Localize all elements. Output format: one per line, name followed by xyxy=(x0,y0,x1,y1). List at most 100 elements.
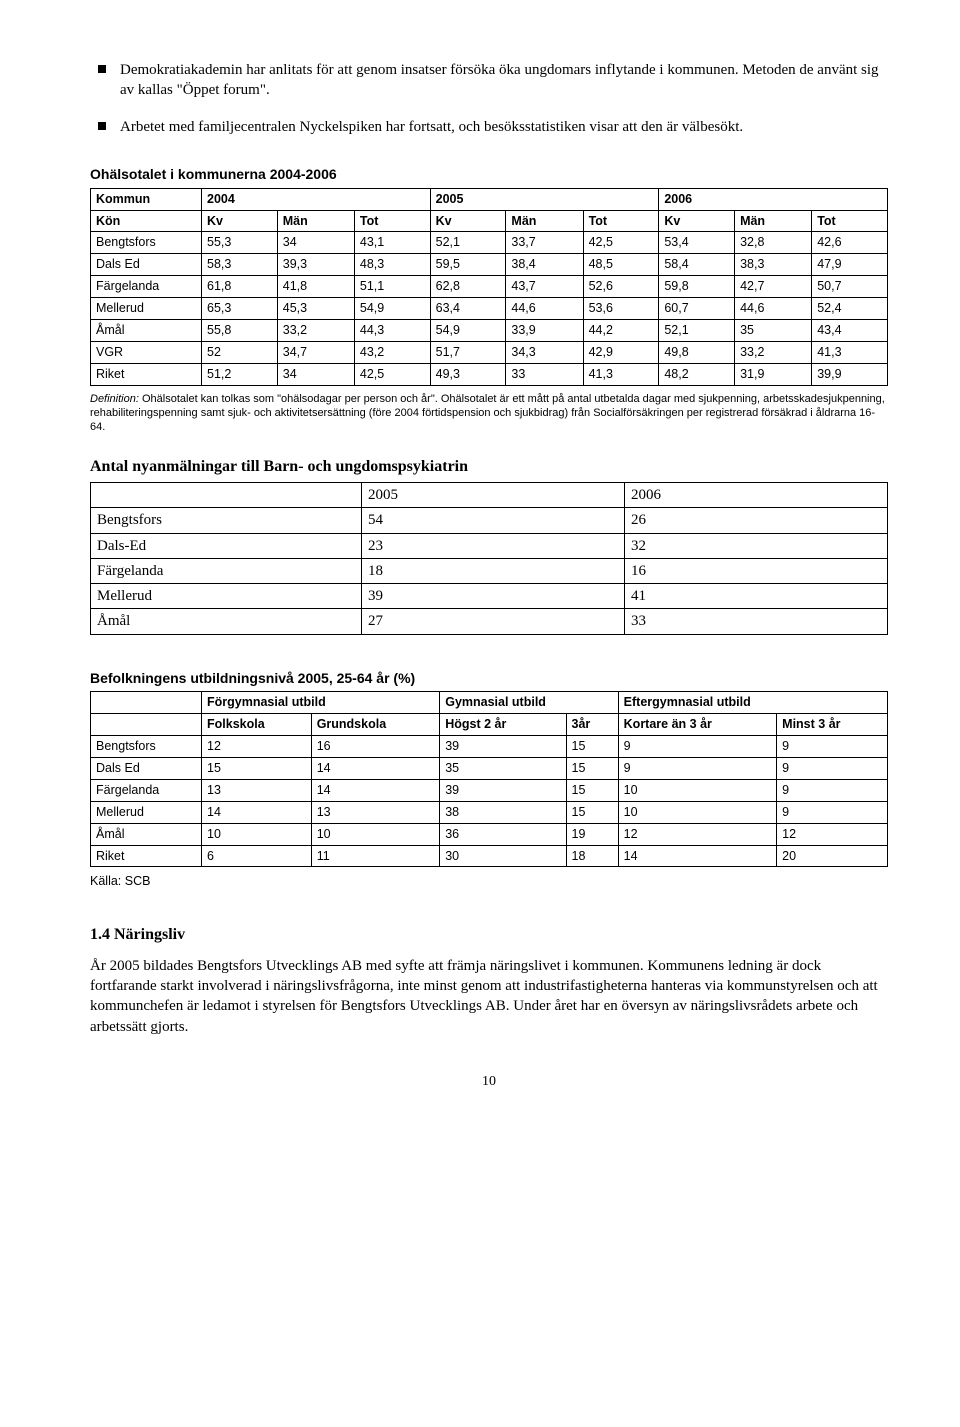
table-cell: 54 xyxy=(361,508,624,533)
table-cell: 6 xyxy=(202,845,312,867)
table-row: Riket51,23442,549,33341,348,231,939,9 xyxy=(91,363,888,385)
table-cell: 33 xyxy=(624,609,887,634)
table-cell: 63,4 xyxy=(430,298,506,320)
table-row: Mellerud3941 xyxy=(91,584,888,609)
table-cell: 9 xyxy=(777,758,888,780)
col-header: 2004 xyxy=(202,188,431,210)
col-header: Kv xyxy=(202,210,278,232)
col-header: 2006 xyxy=(624,483,887,508)
table-header-row: Förgymnasial utbild Gymnasial utbild Eft… xyxy=(91,692,888,714)
table-cell: 41,8 xyxy=(277,276,354,298)
table-cell: Åmål xyxy=(91,319,202,341)
table-cell: 38,3 xyxy=(735,254,812,276)
table-row: Färgelanda61,841,851,162,843,752,659,842… xyxy=(91,276,888,298)
table-cell: Dals-Ed xyxy=(91,533,362,558)
col-header: Högst 2 år xyxy=(440,714,566,736)
col-header xyxy=(91,483,362,508)
table-cell: 54,9 xyxy=(354,298,430,320)
table-cell: 44,3 xyxy=(354,319,430,341)
col-header: 2006 xyxy=(659,188,888,210)
col-header: Tot xyxy=(812,210,888,232)
table-cell: 38 xyxy=(440,801,566,823)
table-cell: 18 xyxy=(361,558,624,583)
table-cell: 16 xyxy=(311,736,440,758)
table-cell: 55,8 xyxy=(202,319,278,341)
col-header: Gymnasial utbild xyxy=(440,692,618,714)
table-cell: Riket xyxy=(91,845,202,867)
col-header: Män xyxy=(735,210,812,232)
table-cell: 33 xyxy=(506,363,583,385)
section-body: År 2005 bildades Bengtsfors Utvecklings … xyxy=(90,956,888,1037)
table-cell: 48,2 xyxy=(659,363,735,385)
table-cell: 31,9 xyxy=(735,363,812,385)
table-cell: 50,7 xyxy=(812,276,888,298)
table-cell: 39,3 xyxy=(277,254,354,276)
table-cell: 9 xyxy=(777,736,888,758)
table-cell: 58,4 xyxy=(659,254,735,276)
table-row: Färgelanda13143915109 xyxy=(91,779,888,801)
col-header: Grundskola xyxy=(311,714,440,736)
col-header: Folkskola xyxy=(202,714,312,736)
nyanmalningar-table: 2005 2006 Bengtsfors5426Dals-Ed2332Färge… xyxy=(90,482,888,635)
table-cell: 39 xyxy=(361,584,624,609)
table-cell: 52,6 xyxy=(583,276,659,298)
table-row: Dals Ed58,339,348,359,538,448,558,438,34… xyxy=(91,254,888,276)
table-cell: 49,3 xyxy=(430,363,506,385)
table-header-row: 2005 2006 xyxy=(91,483,888,508)
table-cell: 52 xyxy=(202,341,278,363)
table-cell: 33,7 xyxy=(506,232,583,254)
definition-text: Ohälsotalet kan tolkas som "ohälsodagar … xyxy=(90,393,885,434)
table-cell: 42,5 xyxy=(583,232,659,254)
table-cell: 35 xyxy=(735,319,812,341)
table-cell: 9 xyxy=(777,801,888,823)
table-cell: 45,3 xyxy=(277,298,354,320)
table-row: Åmål55,833,244,354,933,944,252,13543,4 xyxy=(91,319,888,341)
table-cell: Färgelanda xyxy=(91,779,202,801)
table-cell: 36 xyxy=(440,823,566,845)
table-cell: 41,3 xyxy=(583,363,659,385)
table-cell: 41 xyxy=(624,584,887,609)
table2-title: Antal nyanmälningar till Barn- och ungdo… xyxy=(90,456,888,478)
table-subheader-row: Folkskola Grundskola Högst 2 år 3år Kort… xyxy=(91,714,888,736)
col-header: Kortare än 3 år xyxy=(618,714,777,736)
table-cell: 15 xyxy=(566,779,618,801)
table-cell: 34 xyxy=(277,232,354,254)
table-subheader-row: Kön Kv Män Tot Kv Män Tot Kv Män Tot xyxy=(91,210,888,232)
table-cell: 43,4 xyxy=(812,319,888,341)
table-cell: 13 xyxy=(202,779,312,801)
table-cell: Bengtsfors xyxy=(91,736,202,758)
table-cell: 55,3 xyxy=(202,232,278,254)
table-cell: 52,4 xyxy=(812,298,888,320)
page-number: 10 xyxy=(90,1073,888,1092)
bullet-item: Arbetet med familjecentralen Nyckelspike… xyxy=(90,117,888,137)
table-cell: 44,6 xyxy=(506,298,583,320)
table-row: Färgelanda1816 xyxy=(91,558,888,583)
table-cell: Färgelanda xyxy=(91,558,362,583)
table-cell: 30 xyxy=(440,845,566,867)
col-header xyxy=(91,714,202,736)
table-cell: 9 xyxy=(618,736,777,758)
table-cell: Dals Ed xyxy=(91,758,202,780)
ohalsotalet-table: Kommun 2004 2005 2006 Kön Kv Män Tot Kv … xyxy=(90,188,888,386)
table-cell: 47,9 xyxy=(812,254,888,276)
table-cell: 41,3 xyxy=(812,341,888,363)
table-cell: 33,2 xyxy=(277,319,354,341)
table-cell: 43,1 xyxy=(354,232,430,254)
table-cell: 48,5 xyxy=(583,254,659,276)
table-cell: 42,7 xyxy=(735,276,812,298)
table-cell: 12 xyxy=(202,736,312,758)
table-cell: 51,1 xyxy=(354,276,430,298)
table-row: Bengtsfors55,33443,152,133,742,553,432,8… xyxy=(91,232,888,254)
table-cell: Bengtsfors xyxy=(91,232,202,254)
table-row: Bengtsfors1216391599 xyxy=(91,736,888,758)
table-cell: 11 xyxy=(311,845,440,867)
table-row: Dals Ed1514351599 xyxy=(91,758,888,780)
table-cell: 38,4 xyxy=(506,254,583,276)
table-cell: 15 xyxy=(566,736,618,758)
table-cell: 18 xyxy=(566,845,618,867)
table-cell: 32,8 xyxy=(735,232,812,254)
table-cell: Åmål xyxy=(91,823,202,845)
bullet-item: Demokratiakademin har anlitats för att g… xyxy=(90,60,888,101)
table-row: Mellerud14133815109 xyxy=(91,801,888,823)
table-cell: 51,7 xyxy=(430,341,506,363)
